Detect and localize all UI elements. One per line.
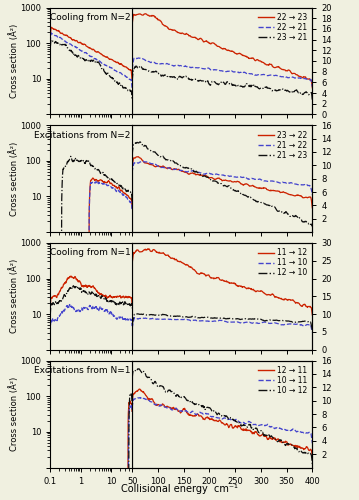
Text: Excitations from N=2: Excitations from N=2 <box>34 130 131 140</box>
Text: Collisional energy  cm⁻¹: Collisional energy cm⁻¹ <box>121 484 238 494</box>
Text: Cooling from N=2: Cooling from N=2 <box>50 13 131 22</box>
Y-axis label: Cross section (Å²): Cross section (Å²) <box>9 377 19 451</box>
Legend: 22 → 23, 22 → 21, 23 → 21: 22 → 23, 22 → 21, 23 → 21 <box>257 12 308 44</box>
Y-axis label: Cross section (Å²): Cross section (Å²) <box>9 142 19 216</box>
Legend: 12 → 11, 10 → 11, 10 → 12: 12 → 11, 10 → 11, 10 → 12 <box>257 364 308 396</box>
Y-axis label: Cross section (Å²): Cross section (Å²) <box>9 24 19 98</box>
Legend: 23 → 22, 21 → 22, 21 → 23: 23 → 22, 21 → 22, 21 → 23 <box>257 129 308 162</box>
Text: Cooling from N=1: Cooling from N=1 <box>50 248 131 257</box>
Legend: 11 → 12, 11 → 10, 12 → 10: 11 → 12, 11 → 10, 12 → 10 <box>257 246 308 279</box>
Text: Excitations from N=1: Excitations from N=1 <box>34 366 131 375</box>
Y-axis label: Cross section (Å²): Cross section (Å²) <box>9 259 19 334</box>
